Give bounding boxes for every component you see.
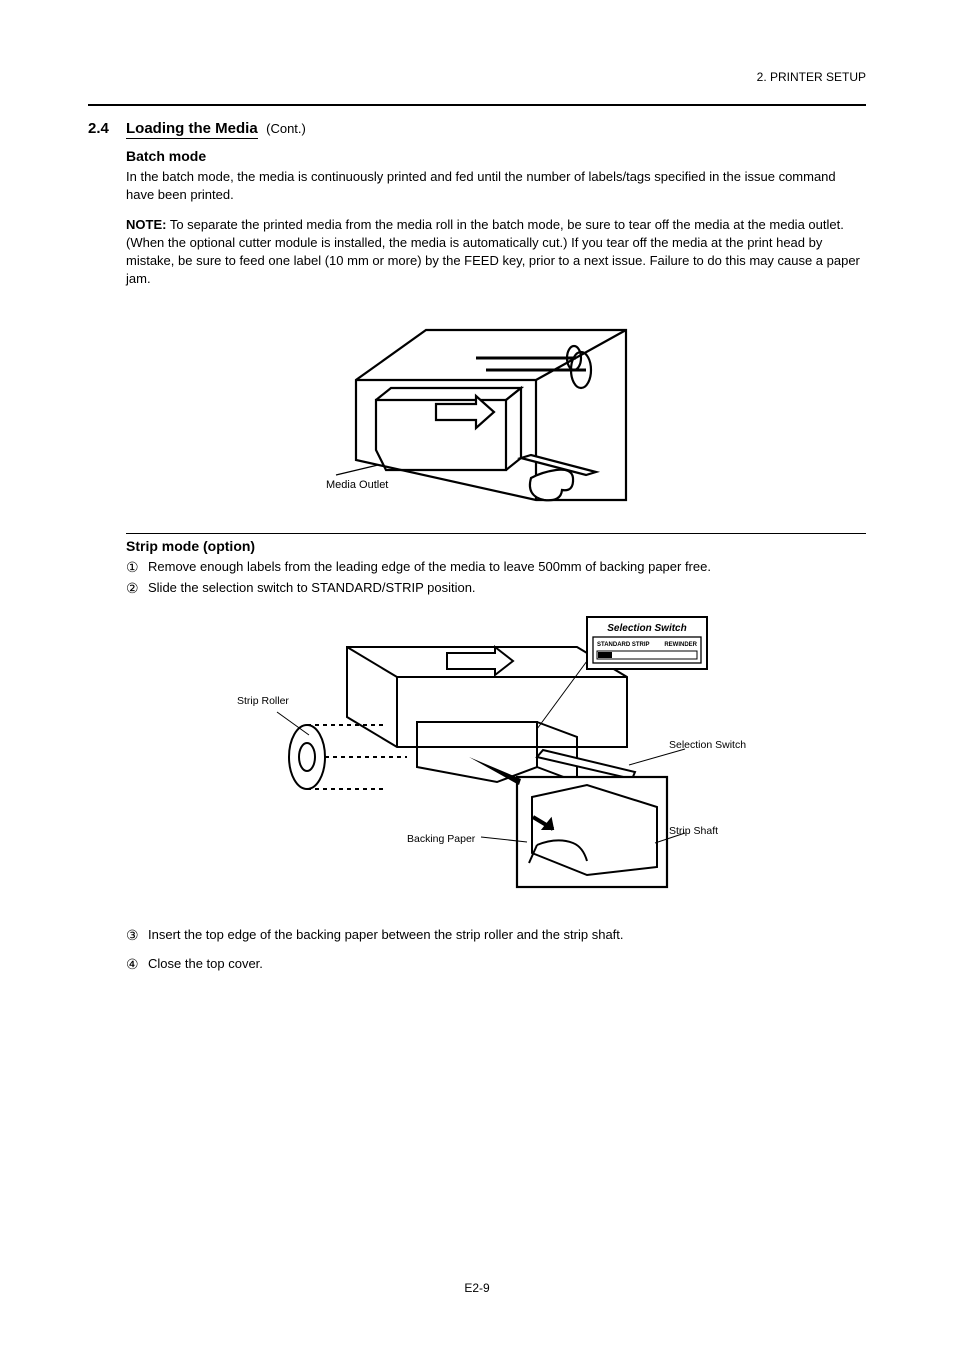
step-marker-4: ④ (126, 955, 148, 974)
batch-note-para: NOTE: To separate the printed media from… (126, 216, 866, 288)
header-region: 2. PRINTER SETUP (88, 70, 866, 100)
strip-steps-bottom: ③ Insert the top edge of the backing pap… (126, 926, 866, 974)
step-1: ① Remove enough labels from the leading … (126, 558, 866, 577)
note-text: To separate the printed media from the m… (126, 217, 860, 286)
step-2-text: Slide the selection switch to STANDARD/S… (148, 579, 866, 597)
page-number: E2-9 (0, 1281, 954, 1295)
step-2: ② Slide the selection switch to STANDARD… (126, 579, 866, 598)
switch-left-text: STANDARD STRIP (597, 642, 650, 648)
header-rule (88, 104, 866, 106)
label-media-outlet: Media Outlet (326, 479, 388, 491)
body-column: Batch mode In the batch mode, the media … (126, 148, 866, 525)
figure-batch: Media Outlet (126, 300, 866, 525)
step-1-text: Remove enough labels from the leading ed… (148, 558, 866, 576)
step-marker-2: ② (126, 579, 148, 598)
header-section-path: 2. PRINTER SETUP (757, 70, 866, 84)
step-3: ③ Insert the top edge of the backing pap… (126, 926, 866, 945)
label-strip-shaft: Strip Shaft (669, 825, 718, 837)
note-label: NOTE: (126, 217, 166, 232)
section-number: 2.4 (88, 120, 126, 138)
step-marker-3: ③ (126, 926, 148, 945)
label-backing-paper: Backing Paper (407, 833, 475, 845)
page: 2. PRINTER SETUP 2.4 Loading the Media (… (0, 0, 954, 1351)
mode-heading-strip: Strip mode (option) (126, 538, 866, 554)
strip-heading-wrap: Strip mode (option) (126, 538, 866, 554)
batch-intro-para: In the batch mode, the media is continuo… (126, 168, 866, 204)
label-strip-roller: Strip Roller (237, 695, 289, 707)
label-selection-switch: Selection Switch (669, 739, 746, 751)
mode-heading-batch: Batch mode (126, 148, 866, 164)
section-title: Loading the Media (126, 120, 258, 139)
step-4: ④ Close the top cover. (126, 955, 866, 974)
step-4-text: Close the top cover. (148, 955, 866, 973)
switch-title-text: Selection Switch (607, 623, 686, 634)
figure-strip: Selection Switch STANDARD STRIP REWINDER (88, 607, 866, 902)
printer-strip-illustration: Selection Switch STANDARD STRIP REWINDER (237, 607, 717, 897)
section-cont: (Cont.) (266, 121, 306, 136)
printer-batch-illustration: Media Outlet (326, 300, 666, 520)
strip-steps-top: ① Remove enough labels from the leading … (126, 558, 866, 598)
step-3-text: Insert the top edge of the backing paper… (148, 926, 866, 944)
step-marker-1: ① (126, 558, 148, 577)
switch-right-text: REWINDER (664, 642, 697, 648)
mode-separator (126, 533, 866, 534)
section-heading: 2.4 Loading the Media (Cont.) (88, 120, 866, 138)
